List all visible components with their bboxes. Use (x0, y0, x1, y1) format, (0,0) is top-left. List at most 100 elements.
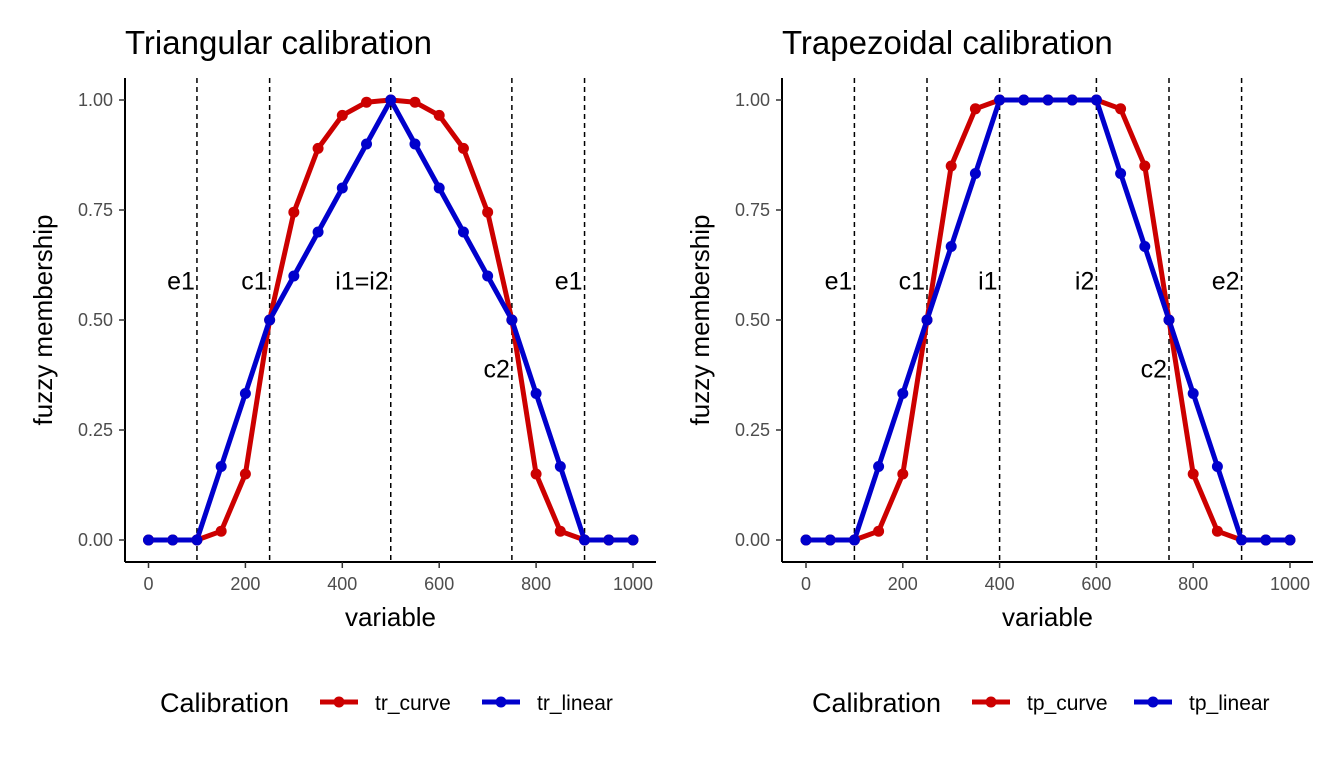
data-point-tr_linear (288, 270, 300, 282)
data-point-tp_linear (824, 534, 836, 546)
y-tick-label: 0.25 (735, 420, 770, 440)
data-point-tr_linear (167, 534, 179, 546)
y-axis-label: fuzzy membership (28, 215, 58, 426)
data-point-tr_linear (336, 182, 348, 194)
data-point-tr_linear (191, 534, 203, 546)
chart-panel-triangular: Triangular calibration 0 200 400 600 800 1000 0… (28, 24, 656, 718)
x-axis-label: variable (1002, 602, 1093, 632)
data-point-tr_curve (312, 142, 324, 154)
data-point-tr_linear (603, 534, 615, 546)
data-point-tp_curve (1115, 103, 1127, 115)
data-point-tr_linear (457, 226, 469, 238)
data-point-tr_curve (457, 142, 469, 154)
annotation-label: e1 (825, 267, 853, 295)
data-point-tp_linear (1211, 461, 1223, 473)
legend-label-tp_linear: tp_linear (1189, 692, 1270, 715)
data-point-tr_linear (143, 534, 154, 546)
data-point-tp_linear (1284, 534, 1296, 546)
data-point-tr_curve (288, 206, 300, 218)
x-tick-label: 0 (801, 574, 811, 594)
legend: Calibration tr_curve tr_linear (160, 688, 613, 718)
y-tick-label: 0.75 (78, 200, 113, 220)
x-tick-label: 200 (888, 574, 918, 594)
data-point-tr_linear (264, 314, 276, 326)
data-point-tr_linear (482, 270, 494, 282)
data-point-tp_curve (1211, 525, 1223, 537)
y-tick-label: 0.00 (78, 530, 113, 550)
data-point-tr_curve (433, 109, 445, 121)
annotation-label: c2 (483, 355, 509, 383)
data-point-tp_linear (1066, 94, 1078, 106)
data-point-tr_linear (579, 534, 591, 546)
y-tick-label: 0.75 (735, 200, 770, 220)
legend-key-point-tp_linear (1147, 696, 1159, 708)
legend-title: Calibration (160, 688, 289, 718)
data-point-tr_curve (554, 525, 566, 537)
data-point-tp_curve (969, 103, 981, 115)
data-point-tr_curve (239, 468, 251, 480)
data-point-tp_linear (969, 167, 981, 179)
x-tick-label: 800 (521, 574, 551, 594)
data-point-tp_linear (897, 387, 909, 399)
x-tick-label: 200 (230, 574, 260, 594)
legend-key-point-tr_curve (333, 696, 345, 708)
data-point-tr_curve (482, 206, 494, 218)
data-point-tp_linear (1139, 241, 1151, 253)
y-tick-label: 0.00 (735, 530, 770, 550)
chart-panel-trapezoidal: Trapezoidal calibration 0 200 400 600 800 1000… (685, 24, 1313, 718)
annotation-label: i2 (1075, 267, 1094, 295)
data-point-tp_linear (873, 461, 885, 473)
x-tick-label: 400 (327, 574, 357, 594)
x-axis-label: variable (345, 602, 436, 632)
data-point-tp_linear (1115, 167, 1127, 179)
data-point-tr_linear (530, 387, 542, 399)
annotation-label: c1 (899, 267, 925, 295)
data-point-tp_curve (945, 160, 957, 172)
data-point-tp_linear (1187, 387, 1199, 399)
legend-label-tr_curve: tr_curve (375, 692, 451, 715)
x-tick-label: 1000 (613, 574, 653, 594)
y-tick-label: 0.50 (735, 310, 770, 330)
data-point-tr_linear (409, 138, 421, 150)
y-tick-label: 0.50 (78, 310, 113, 330)
data-point-tr_curve (215, 525, 227, 537)
data-point-tp_curve (1187, 468, 1199, 480)
data-point-tp_linear (1236, 534, 1248, 546)
y-tick-label: 0.25 (78, 420, 113, 440)
data-point-tp_linear (1090, 94, 1102, 106)
annotation-label: c2 (1141, 355, 1167, 383)
legend-label-tp_curve: tp_curve (1027, 692, 1108, 715)
x-tick-label: 600 (424, 574, 454, 594)
data-point-tr_linear (627, 534, 639, 546)
data-point-tr_linear (554, 461, 566, 473)
y-axis-label: fuzzy membership (685, 215, 715, 426)
data-point-tr_curve (530, 468, 542, 480)
x-tick-label: 1000 (1270, 574, 1310, 594)
annotation-label: i1 (978, 267, 997, 295)
annotation-label: c1 (241, 267, 267, 295)
x-tick-label: 800 (1178, 574, 1208, 594)
data-point-tp_linear (945, 241, 957, 253)
data-point-tr_linear (215, 461, 227, 473)
x-tick-label: 600 (1081, 574, 1111, 594)
series-line-tp_linear (803, 97, 1293, 543)
data-point-tp_linear (1042, 94, 1054, 106)
legend-key-point-tp_curve (985, 696, 997, 708)
data-point-tp_curve (1139, 160, 1151, 172)
data-point-tp_linear (1163, 314, 1175, 326)
data-point-tp_curve (897, 468, 909, 480)
data-point-tr_linear (239, 387, 251, 399)
annotation-label: i1=i2 (335, 267, 389, 295)
data-point-tp_linear (1018, 94, 1030, 106)
data-point-tp_linear (800, 534, 812, 546)
data-point-tr_curve (336, 109, 348, 121)
legend-label-tr_linear: tr_linear (537, 692, 613, 715)
data-point-tr_linear (361, 138, 373, 150)
data-point-tp_linear (994, 94, 1006, 106)
legend-key-point-tr_linear (495, 696, 507, 708)
data-point-tp_linear (848, 534, 860, 546)
legend: Calibration tp_curve tp_linear (812, 688, 1270, 718)
data-point-tp_linear (1260, 534, 1272, 546)
data-point-tp_curve (873, 525, 885, 537)
